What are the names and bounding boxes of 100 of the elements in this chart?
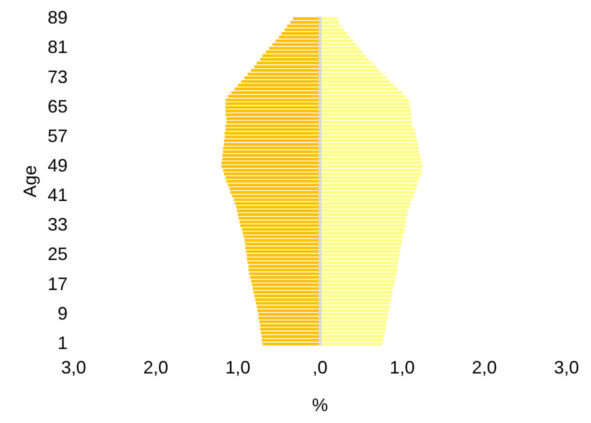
y-tick-label: 65 xyxy=(48,96,68,116)
y-tick-label: 49 xyxy=(48,155,68,176)
x-axis-title: % xyxy=(312,395,328,416)
bar xyxy=(320,342,382,346)
y-tick-label: 17 xyxy=(48,274,68,294)
bar xyxy=(278,36,320,39)
y-tick-label: 89 xyxy=(48,8,68,28)
bar xyxy=(320,117,412,120)
bar xyxy=(255,298,320,301)
bar xyxy=(266,50,320,54)
bar xyxy=(246,258,320,260)
bar xyxy=(320,268,398,272)
bar xyxy=(320,88,398,90)
bar xyxy=(320,72,382,76)
y-tick-label: 25 xyxy=(48,244,68,264)
bar xyxy=(226,176,320,179)
bar xyxy=(260,324,320,327)
bar xyxy=(320,258,399,260)
bar xyxy=(320,239,402,242)
bar xyxy=(320,194,414,198)
bar xyxy=(320,261,398,264)
y-tick-label: 1 xyxy=(58,332,68,353)
bar xyxy=(254,294,320,298)
y-tick-label: 41 xyxy=(48,185,68,206)
bar xyxy=(320,62,373,64)
bar xyxy=(256,62,320,64)
y-axis-title: Age xyxy=(20,165,40,198)
bar xyxy=(256,306,320,308)
bar xyxy=(320,106,410,109)
bar xyxy=(320,287,394,290)
bar xyxy=(320,36,350,39)
y-tick-label: 33 xyxy=(48,214,68,235)
x-tick-label: 1,0 xyxy=(390,358,415,378)
bar xyxy=(320,80,390,83)
bar xyxy=(246,250,320,253)
bar xyxy=(224,136,320,138)
bar xyxy=(320,316,388,320)
x-tick-label: 2,0 xyxy=(143,358,168,378)
y-tick-label: 57 xyxy=(48,126,68,146)
bar xyxy=(320,91,402,94)
bar xyxy=(248,268,320,272)
bar xyxy=(232,194,320,198)
bar xyxy=(228,184,320,186)
x-tick-label: 2,0 xyxy=(472,358,497,378)
bar xyxy=(223,146,320,150)
bar xyxy=(238,213,320,216)
bar xyxy=(262,335,320,338)
y-tick-label: 9 xyxy=(58,303,68,324)
bar xyxy=(320,335,384,338)
y-tick-label: 81 xyxy=(48,37,68,58)
x-tick-label: 1,0 xyxy=(225,358,250,378)
bar xyxy=(320,184,417,186)
bar xyxy=(320,110,412,112)
bar xyxy=(320,32,348,35)
bar xyxy=(281,32,320,35)
bar xyxy=(237,209,320,212)
bar xyxy=(320,43,356,46)
bar xyxy=(320,298,391,301)
bar xyxy=(241,80,320,83)
bar xyxy=(320,213,408,216)
y-tick-label: 73 xyxy=(48,66,68,87)
bar xyxy=(250,276,320,279)
bar xyxy=(251,69,320,72)
bar xyxy=(221,165,320,168)
bar xyxy=(222,154,320,157)
bar xyxy=(252,287,320,290)
x-tick-label: ,0 xyxy=(312,358,328,378)
bar xyxy=(320,276,396,279)
bar xyxy=(320,324,386,327)
bar xyxy=(230,191,320,194)
bar xyxy=(244,239,320,242)
bar xyxy=(320,128,415,131)
x-tick-label: 3,0 xyxy=(61,358,86,378)
bar xyxy=(234,202,320,205)
bar xyxy=(287,24,320,28)
bar xyxy=(320,232,404,234)
bar xyxy=(320,172,422,176)
x-tick-label: 3,0 xyxy=(554,358,580,378)
bar xyxy=(248,261,320,264)
bar xyxy=(320,312,388,316)
bar xyxy=(320,306,390,308)
bar xyxy=(240,220,320,224)
bar xyxy=(320,176,420,179)
bar xyxy=(272,43,320,46)
bar xyxy=(320,54,366,57)
bar xyxy=(262,54,320,57)
bar xyxy=(226,128,320,131)
bar xyxy=(251,280,320,282)
bar xyxy=(320,158,422,161)
bar xyxy=(248,72,320,76)
bar xyxy=(320,209,408,212)
bar xyxy=(320,220,406,224)
bar xyxy=(320,165,423,168)
bar xyxy=(320,250,400,253)
bar xyxy=(224,172,320,176)
bar xyxy=(320,69,380,72)
bar xyxy=(231,91,320,94)
bar xyxy=(258,316,320,320)
bar xyxy=(320,154,420,157)
bar xyxy=(320,24,341,28)
